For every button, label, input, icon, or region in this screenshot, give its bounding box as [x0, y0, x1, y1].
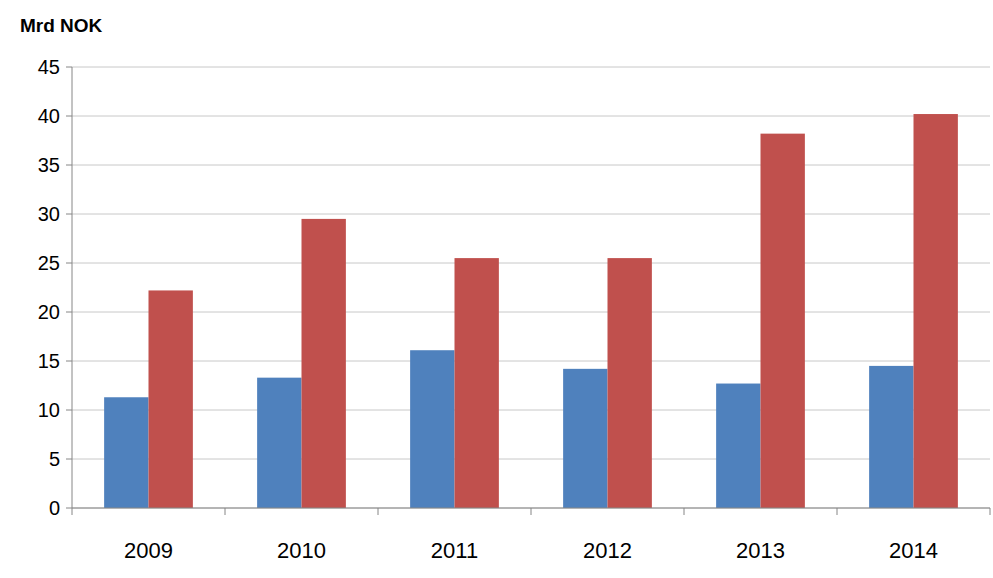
- y-tick: [66, 214, 72, 215]
- y-tick: [66, 410, 72, 411]
- y-tick: [66, 116, 72, 117]
- y-tick: [66, 312, 72, 313]
- x-tick-label: 2010: [277, 538, 326, 563]
- y-tick-label: 15: [38, 350, 60, 372]
- x-tick-label: 2014: [889, 538, 938, 563]
- x-tick: [378, 508, 379, 515]
- x-tick-label: 2011: [431, 538, 478, 563]
- y-tick-label: 0: [49, 497, 60, 519]
- x-tick: [990, 508, 991, 515]
- y-tick-label: 40: [38, 105, 60, 127]
- x-tick: [72, 508, 73, 515]
- bar: [455, 258, 499, 508]
- y-tick-label: 30: [38, 203, 60, 225]
- grid-line: [72, 116, 990, 117]
- y-tick: [66, 263, 72, 264]
- bar: [149, 290, 193, 508]
- y-tick: [66, 165, 72, 166]
- grid-line: [72, 361, 990, 362]
- x-tick: [837, 508, 838, 515]
- y-tick-label: 20: [38, 301, 60, 323]
- y-tick: [66, 508, 72, 509]
- y-tick: [66, 459, 72, 460]
- grid-line: [72, 410, 990, 411]
- y-tick: [66, 361, 72, 362]
- x-tick: [225, 508, 226, 515]
- grid-line: [72, 459, 990, 460]
- grid-line: [72, 67, 990, 68]
- bar: [302, 219, 346, 508]
- x-tick: [684, 508, 685, 515]
- bar: [257, 378, 301, 508]
- x-tick-label: 2013: [736, 538, 785, 563]
- bar: [914, 114, 958, 508]
- grid-line: [72, 165, 990, 166]
- y-tick: [66, 67, 72, 68]
- bar: [716, 384, 760, 508]
- y-tick-label: 25: [38, 252, 60, 274]
- bar: [869, 366, 913, 508]
- y-axis-label: Mrd NOK: [20, 15, 103, 36]
- bar: [761, 134, 805, 508]
- bar: [563, 369, 607, 508]
- x-tick-label: 2012: [583, 538, 632, 563]
- bar: [104, 397, 148, 508]
- grid-line: [72, 263, 990, 264]
- y-tick-label: 10: [38, 399, 60, 421]
- grid: [72, 67, 990, 508]
- bar: [608, 258, 652, 508]
- y-tick-label: 5: [49, 448, 60, 470]
- x-tick-label: 2009: [124, 538, 173, 563]
- grid-line: [72, 312, 990, 313]
- bars: [104, 114, 958, 508]
- y-tick-label: 45: [38, 56, 60, 78]
- grid-line: [72, 214, 990, 215]
- y-tick-label: 35: [38, 154, 60, 176]
- bar: [410, 350, 454, 508]
- chart: 0 5 10 15 20 25 30 35 40 45 2009 2010 2011 2012 2013 20…: [0, 0, 993, 578]
- x-tick: [531, 508, 532, 515]
- y-axis: [72, 67, 73, 508]
